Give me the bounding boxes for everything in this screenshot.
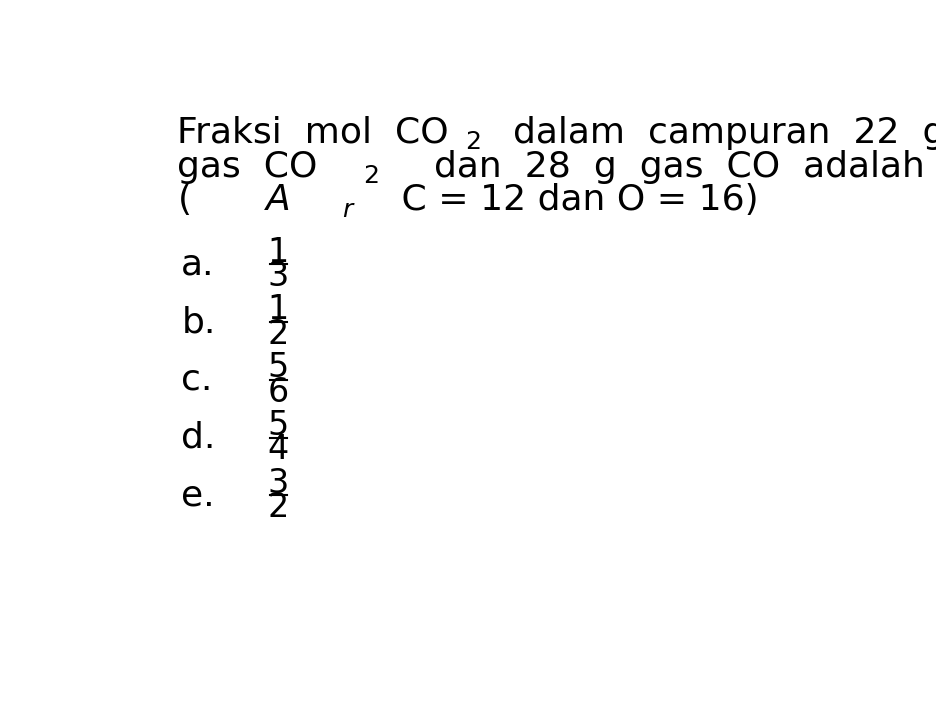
Text: (: ( [178, 183, 192, 218]
Text: 1: 1 [268, 236, 289, 268]
Text: d.: d. [182, 420, 215, 455]
Text: 4: 4 [268, 433, 289, 466]
Text: 2: 2 [268, 491, 289, 524]
Text: 3: 3 [268, 466, 289, 500]
Text: a.: a. [182, 247, 215, 281]
Text: A: A [266, 183, 290, 218]
Text: c.: c. [182, 363, 212, 397]
Text: C = 12 dan O = 16): C = 12 dan O = 16) [390, 183, 758, 218]
Text: r: r [342, 198, 352, 221]
Text: e.: e. [182, 479, 215, 513]
Text: 2: 2 [363, 164, 379, 187]
Text: 6: 6 [268, 376, 289, 409]
Text: 5: 5 [268, 409, 289, 442]
Text: 1: 1 [268, 293, 289, 327]
Text: 5: 5 [268, 351, 289, 384]
Text: dalam  campuran  22  g: dalam campuran 22 g [490, 116, 936, 150]
Text: gas  CO: gas CO [178, 150, 318, 184]
Text: dan  28  g  gas  CO  adalah . . . .: dan 28 g gas CO adalah . . . . [411, 150, 936, 184]
Text: 2: 2 [268, 318, 289, 351]
Text: 2: 2 [465, 130, 481, 154]
Text: Fraksi  mol  CO: Fraksi mol CO [178, 116, 449, 150]
Text: b.: b. [182, 305, 215, 339]
Text: 3: 3 [268, 260, 289, 293]
